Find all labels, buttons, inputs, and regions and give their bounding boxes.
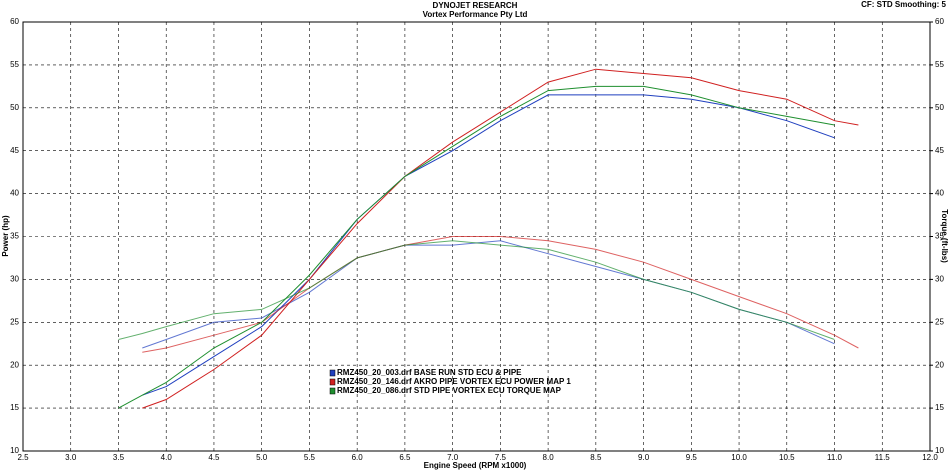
y2-tick-label: 45: [935, 146, 944, 155]
chart-title: DYNOJET RESEARCH: [433, 1, 518, 10]
x-tick-label: 6.0: [352, 453, 364, 462]
y2-axis-label: Torque (ft-lbs): [940, 209, 949, 263]
legend-swatch: [329, 369, 336, 377]
x-tick-label: 5.0: [256, 453, 268, 462]
plot-frame: [22, 21, 931, 452]
x-tick-label: 10.0: [731, 453, 747, 462]
x-tick-label: 9.5: [686, 453, 698, 462]
x-axis-label: Engine Speed (RPM x1000): [424, 461, 527, 470]
y-axis-label: Power (hp): [1, 215, 10, 257]
x-tick-label: 7.5: [495, 453, 507, 462]
x-tick-label: 12.0: [922, 453, 938, 462]
x-tick-label: 6.5: [399, 453, 411, 462]
y-tick-label: 10: [10, 446, 19, 455]
x-tick-label: 4.5: [208, 453, 220, 462]
x-tick-label: 11.0: [827, 453, 843, 462]
y-tick-label: 25: [10, 317, 19, 326]
y2-tick-label: 55: [935, 60, 944, 69]
x-tick-label: 2.5: [17, 453, 29, 462]
torque-line: [118, 240, 835, 340]
x-tick-label: 10.5: [779, 453, 795, 462]
legend-label: RMZ450_20_086.drf STD PIPE VORTEX ECU TO…: [337, 386, 562, 395]
y-tick-label: 30: [10, 275, 19, 284]
power-line: [142, 68, 859, 409]
legend-label: RMZ450_20_146.drf AKRO PIPE VORTEX ECU P…: [337, 377, 571, 386]
y-tick-label: 50: [10, 103, 19, 112]
y2-tick-label: 40: [935, 189, 944, 198]
settings-annotation: CF: STD Smoothing: 5: [861, 0, 946, 9]
power-line: [142, 94, 835, 396]
chart-subtitle: Vortex Performance Pty Ltd: [423, 10, 528, 19]
y-tick-label: 35: [10, 232, 19, 241]
y-tick-label: 55: [10, 60, 19, 69]
legend-label: RMZ450_20_003.drf BASE RUN STD ECU & PIP…: [337, 368, 522, 377]
y-tick-label: 15: [10, 403, 19, 412]
y2-tick-label: 20: [935, 360, 944, 369]
x-tick-label: 8.0: [543, 453, 555, 462]
y2-tick-label: 50: [935, 103, 944, 112]
y2-tick-label: 35: [935, 232, 944, 241]
x-tick-label: 9.0: [638, 453, 650, 462]
y-tick-label: 40: [10, 189, 19, 198]
power-line: [118, 85, 835, 409]
y-tick-label: 20: [10, 360, 19, 369]
x-tick-label: 7.0: [447, 453, 459, 462]
legend-swatch: [329, 378, 336, 386]
x-tick-label: 3.0: [65, 453, 77, 462]
torque-line: [142, 236, 859, 353]
x-tick-label: 8.5: [590, 453, 602, 462]
torque-line: [142, 240, 835, 349]
legend-swatch: [329, 387, 336, 395]
x-tick-label: 11.5: [875, 453, 891, 462]
y-tick-label: 60: [10, 17, 19, 26]
x-tick-label: 5.5: [304, 453, 316, 462]
y2-tick-label: 15: [935, 403, 944, 412]
x-tick-label: 3.5: [113, 453, 125, 462]
y2-tick-label: 10: [935, 446, 944, 455]
x-tick-label: 4.0: [161, 453, 173, 462]
y2-tick-label: 60: [935, 17, 944, 26]
y2-tick-label: 25: [935, 317, 944, 326]
y-tick-label: 45: [10, 146, 19, 155]
y2-tick-label: 30: [935, 275, 944, 284]
